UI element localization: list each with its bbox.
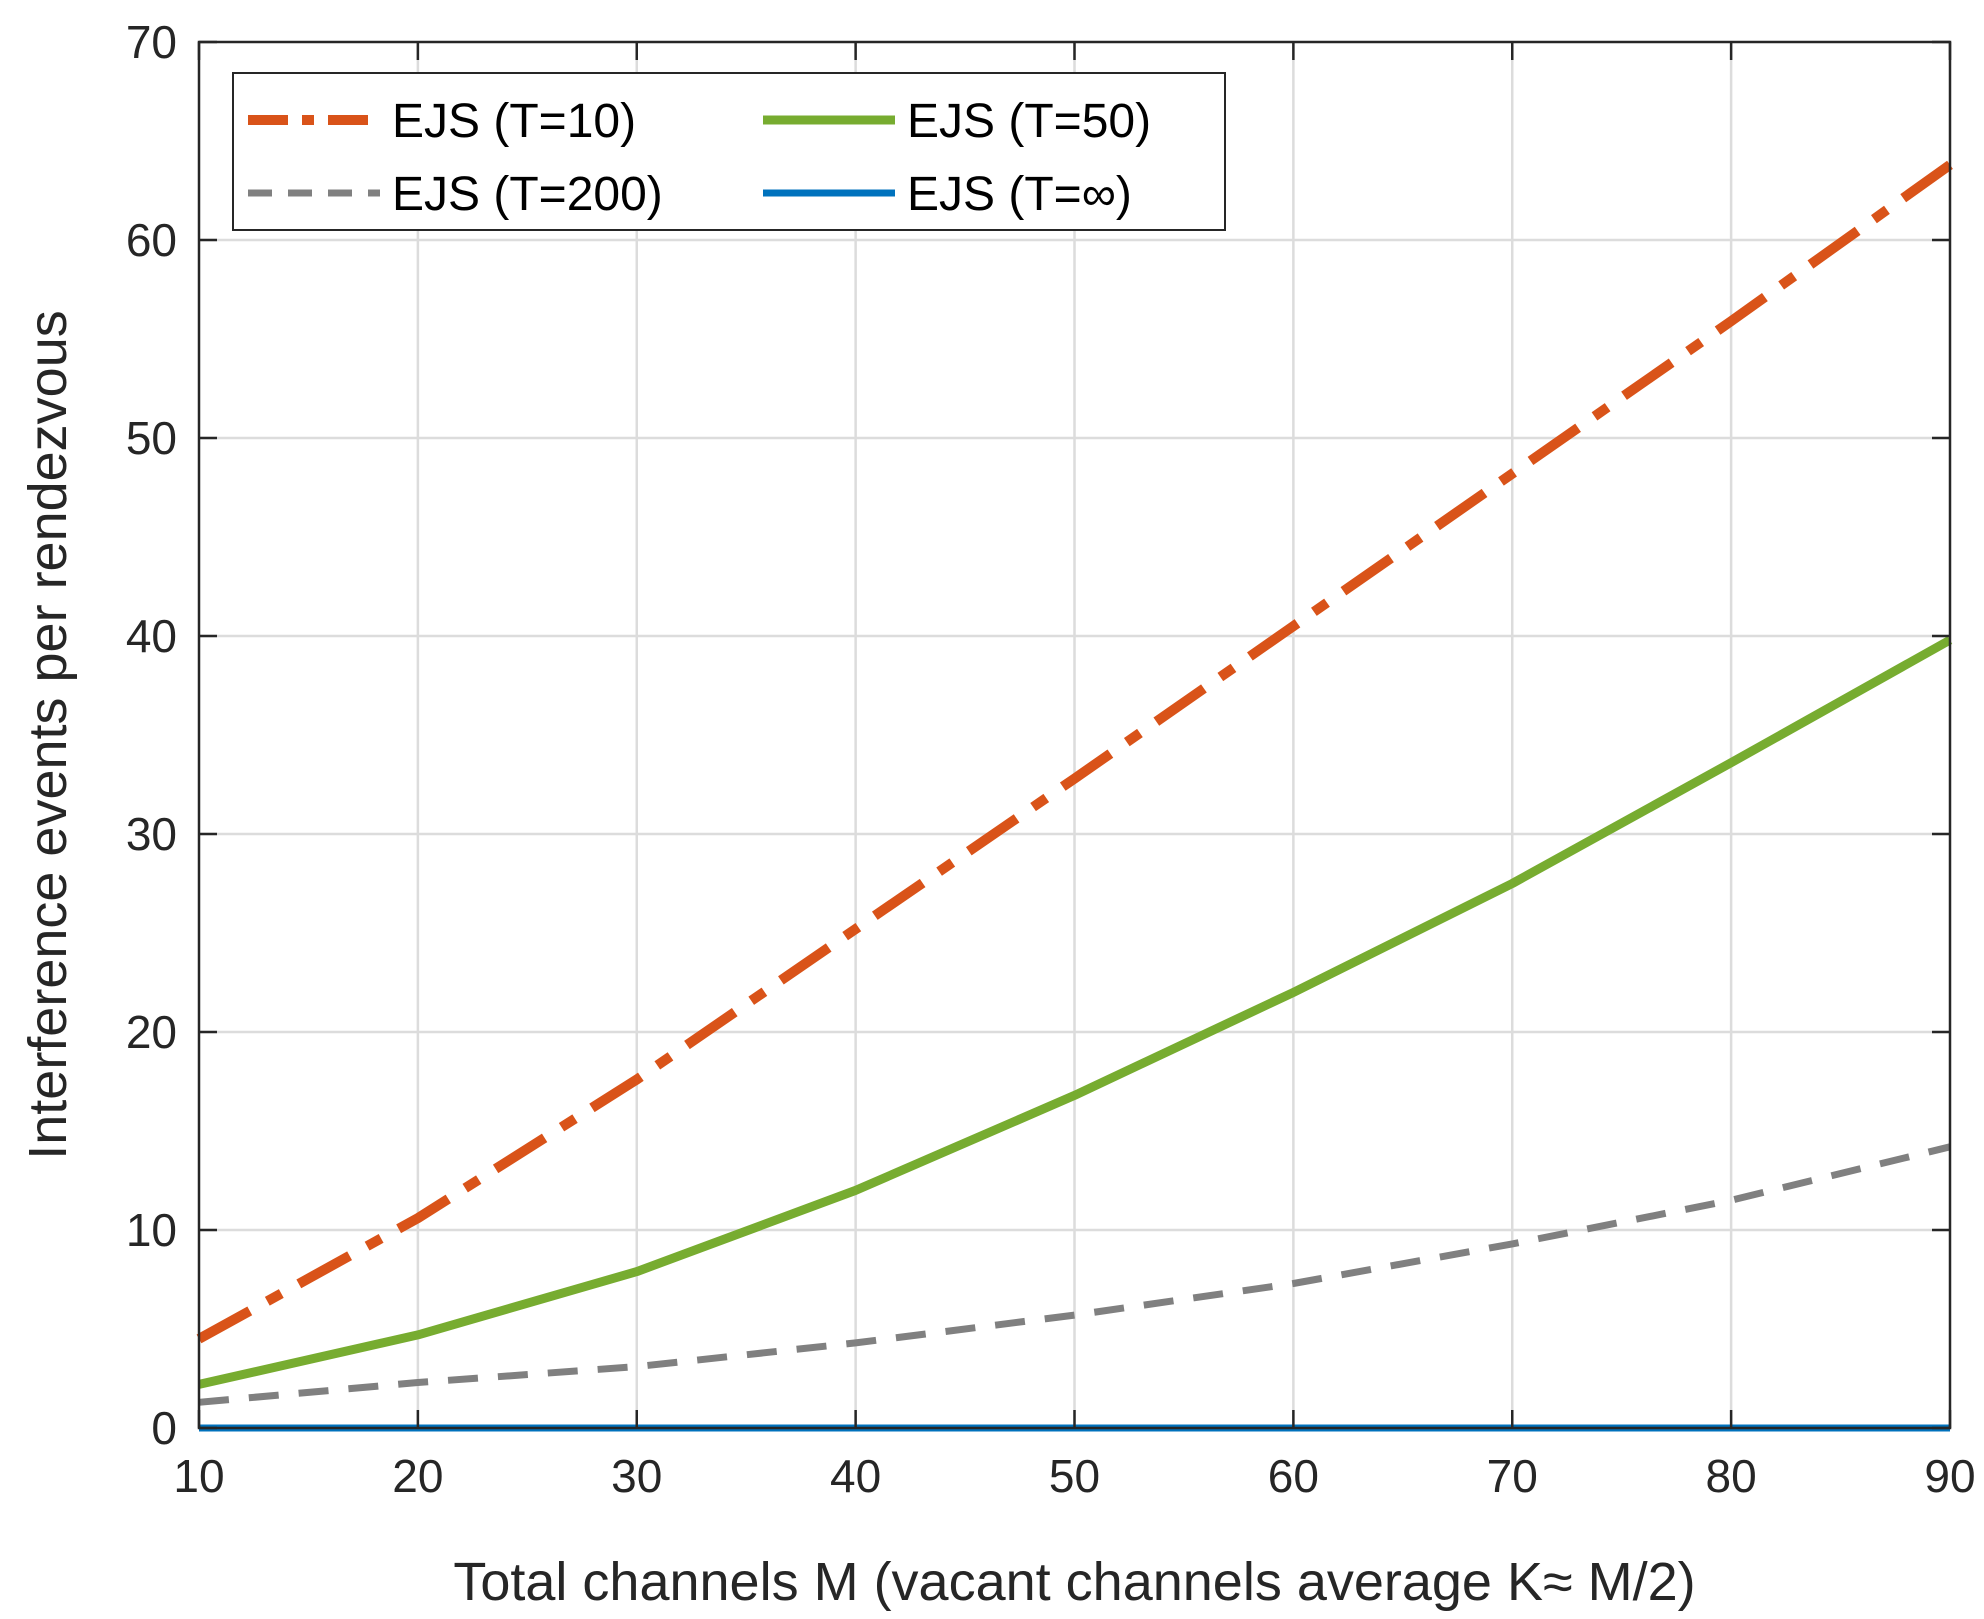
grid-lines <box>199 42 1950 1428</box>
series-line-2 <box>198 1143 1951 1406</box>
y-tick-labels: 0 10 20 30 40 50 60 70 <box>126 16 177 1454</box>
x-tick-label: 10 <box>173 1450 224 1502</box>
x-tick-label: 50 <box>1049 1450 1100 1502</box>
x-tick-label: 40 <box>830 1450 881 1502</box>
y-tick-label: 50 <box>126 412 177 464</box>
series-line-0 <box>196 160 1953 1344</box>
y-tick-label: 30 <box>126 808 177 860</box>
y-tick-label: 70 <box>126 16 177 68</box>
y-tick-label: 10 <box>126 1204 177 1256</box>
axis-ticks <box>197 40 1952 1430</box>
legend-label-0: EJS (T=10) <box>392 95 636 148</box>
x-tick-label: 90 <box>1924 1450 1975 1502</box>
series-line-1 <box>198 636 1953 1389</box>
x-tick-label: 30 <box>611 1450 662 1502</box>
legend-label-2: EJS (T=200) <box>392 168 663 221</box>
x-tick-labels: 10 20 30 40 50 60 70 80 90 <box>173 1450 1975 1502</box>
y-axis-label: Interference events per rendezvous <box>18 310 78 1160</box>
x-axis-label: Total channels M (vacant channels averag… <box>453 1552 1695 1612</box>
x-tick-label: 70 <box>1487 1450 1538 1502</box>
legend-label-3: EJS (T=∞) <box>907 168 1132 221</box>
y-tick-label: 20 <box>126 1006 177 1058</box>
y-tick-label: 60 <box>126 214 177 266</box>
y-tick-label: 0 <box>151 1402 177 1454</box>
legend-box <box>232 72 1226 231</box>
legend: EJS (T=10) EJS (T=50) EJS (T=200) EJS (T=∞) <box>232 72 1226 231</box>
x-tick-label: 60 <box>1268 1450 1319 1502</box>
x-tick-label: 20 <box>392 1450 443 1502</box>
x-tick-label: 80 <box>1706 1450 1757 1502</box>
legend-label-1: EJS (T=50) <box>907 95 1151 148</box>
y-tick-label: 40 <box>126 610 177 662</box>
